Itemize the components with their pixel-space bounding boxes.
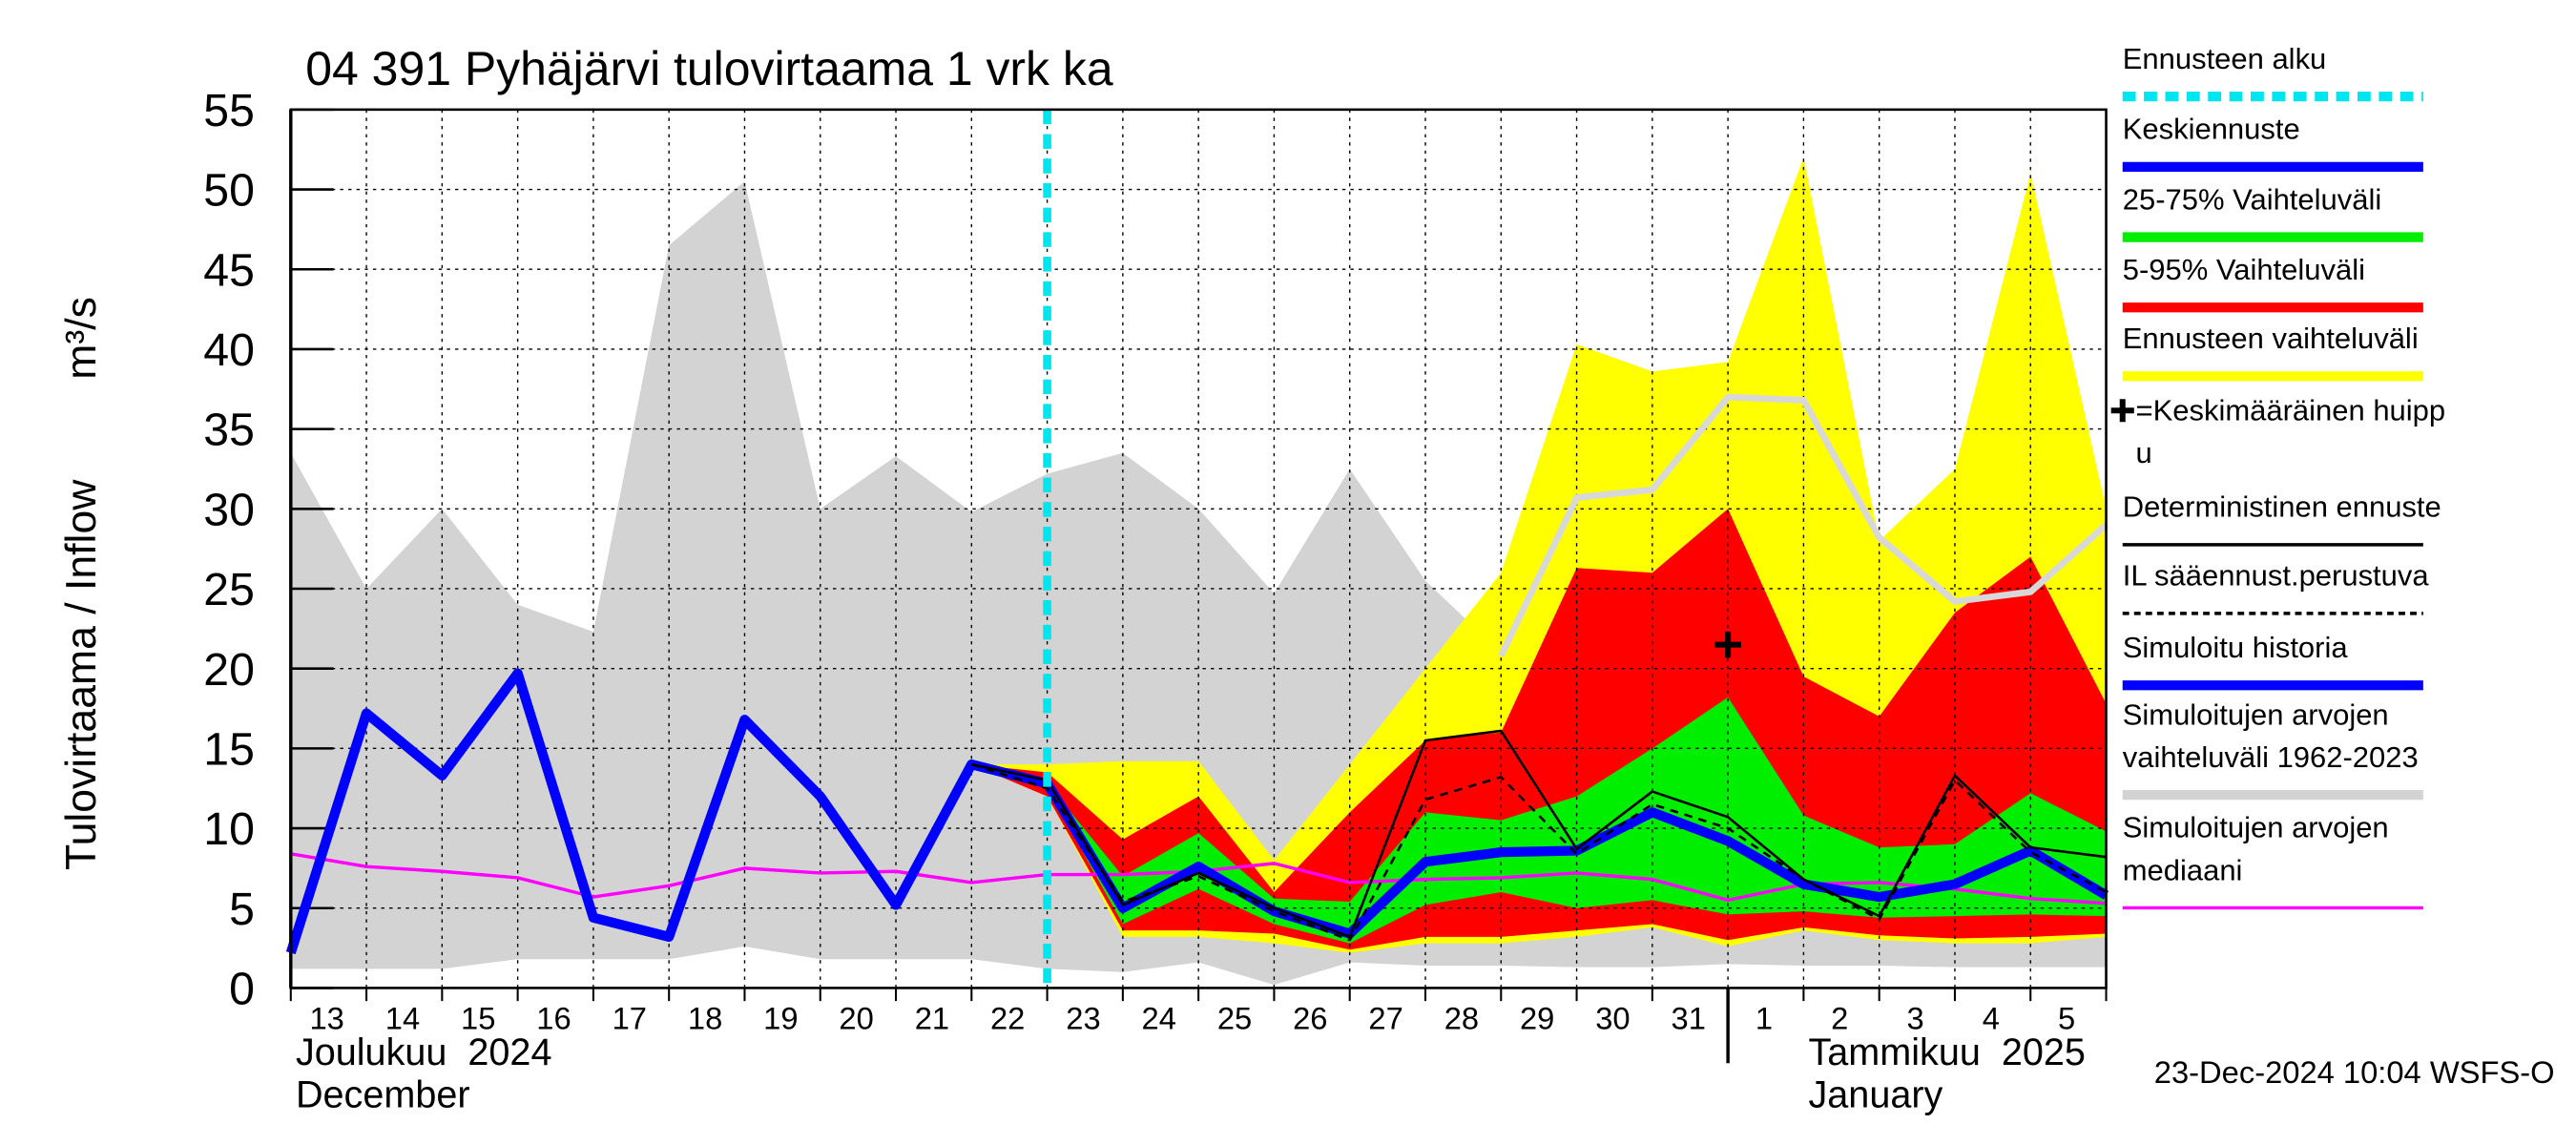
x-tick-label: 16 (536, 1000, 571, 1035)
x-tick-label: 4 (1983, 1000, 2000, 1035)
x-tick-label: 29 (1520, 1000, 1554, 1035)
peak-marker (1714, 631, 1741, 658)
x-tick-label: 28 (1444, 1000, 1479, 1035)
x-tick-label: 14 (385, 1000, 420, 1035)
x-tick-label: 18 (688, 1000, 722, 1035)
legend-label: =Keskimääräinen huipp (2136, 394, 2446, 427)
legend-label: vaihteluväli 1962-2023 (2123, 740, 2419, 774)
month-label: Tammikuu 2025 (1808, 1031, 2085, 1073)
x-tick-label: 25 (1217, 1000, 1252, 1035)
y-tick-label: 15 (203, 724, 255, 776)
x-tick-label: 24 (1142, 1000, 1176, 1035)
x-tick-label: 17 (613, 1000, 647, 1035)
y-tick-label: 30 (203, 485, 255, 536)
y-tick-label: 35 (203, 405, 255, 456)
legend-label: Simuloitujen arvojen (2123, 697, 2389, 731)
series-line (285, 668, 1049, 955)
range-band (971, 697, 2107, 944)
month-label-en: December (296, 1074, 470, 1116)
legend-label: Deterministinen ennuste (2123, 490, 2441, 524)
legend-label: IL sääennust.perustuva (2123, 559, 2430, 593)
month-label-en: January (1808, 1074, 1942, 1116)
legend-plus (2110, 399, 2134, 423)
legend: Ennusteen alku Keskiennuste 25-75% Vaihtel… (2110, 42, 2446, 910)
legend-label: u (2136, 436, 2152, 469)
series-line (970, 762, 2108, 942)
y-tick-label: 45 (203, 244, 255, 296)
plot-area (285, 108, 2109, 1002)
y-tick-label: 20 (203, 644, 255, 696)
x-tick-label: 19 (763, 1000, 798, 1035)
y-axis-unit: m³/s (58, 297, 105, 380)
x-tick-label: 30 (1595, 1000, 1630, 1035)
y-tick-label: 25 (203, 564, 255, 615)
legend-label: Keskiennuste (2123, 113, 2300, 146)
series-line (1043, 781, 2109, 939)
footer: 23-Dec-2024 10:04 WSFS-O (2154, 1054, 2555, 1090)
legend-label: Simuloitujen arvojen (2123, 811, 2389, 844)
legend-label: Ennusteen alku (2123, 42, 2327, 75)
legend-label: 25-75% Vaihteluväli (2123, 182, 2381, 216)
chart-title: 04 391 Pyhäjärvi tulovirtaama 1 vrk ka (305, 42, 1113, 95)
y-tick-label: 55 (203, 85, 255, 136)
x-tick-label: 22 (990, 1000, 1025, 1035)
x-tick-label: 20 (839, 1000, 873, 1035)
legend-label: Ennusteen vaihteluväli (2123, 322, 2419, 355)
legend-label: Simuloitu historia (2123, 631, 2349, 664)
x-tick-label: 21 (915, 1000, 949, 1035)
y-axis-label: Tulovirtaama / Inflow (58, 479, 105, 870)
y-tick-label: 10 (203, 803, 255, 855)
x-tick-label: 31 (1672, 1000, 1706, 1035)
x-tick-label: 2 (1831, 1000, 1848, 1035)
x-tick-label: 27 (1368, 1000, 1402, 1035)
x-tick-label: 1 (1755, 1000, 1773, 1035)
x-tick-label: 5 (2058, 1000, 2075, 1035)
month-label: Joulukuu 2024 (296, 1031, 552, 1073)
x-tick-label: 3 (1906, 1000, 1923, 1035)
x-tick-label: 26 (1293, 1000, 1327, 1035)
x-tick-label: 15 (461, 1000, 495, 1035)
y-tick-label: 50 (203, 165, 255, 217)
legend-label: mediaani (2123, 853, 2243, 886)
x-tick-label: 13 (309, 1000, 343, 1035)
y-tick-label: 5 (229, 884, 255, 935)
legend-label: 5-95% Vaihteluväli (2123, 253, 2365, 286)
series-line (1498, 393, 2109, 657)
y-tick-label: 40 (203, 324, 255, 376)
y-tick-label: 0 (229, 964, 255, 1015)
x-tick-label: 23 (1066, 1000, 1100, 1035)
